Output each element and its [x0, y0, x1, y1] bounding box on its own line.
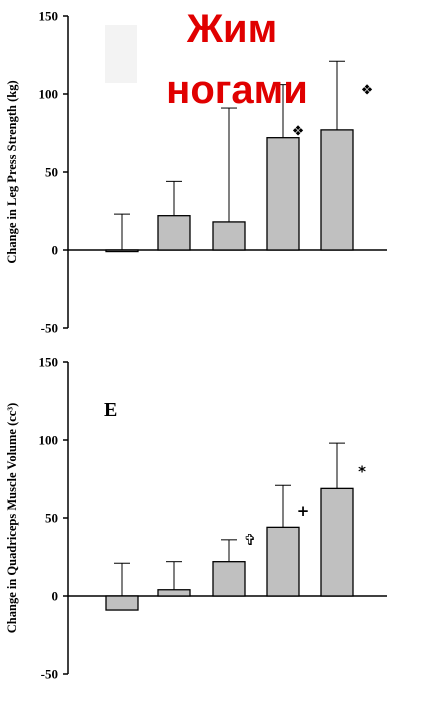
overlay-title-line1: Жим [186, 7, 277, 51]
y-axis-label: Change in Quadriceps Muscle Volume (cc³) [5, 403, 19, 633]
y-tick-label: 150 [39, 355, 59, 370]
bar [266, 526, 300, 597]
y-tick-label: -50 [41, 321, 58, 336]
bar [212, 561, 246, 597]
y-axis-label: Change in Leg Press Strength (kg) [5, 80, 19, 263]
bar [157, 215, 191, 251]
bar [320, 487, 354, 597]
y-tick-label: 50 [45, 511, 58, 526]
y-tick-label: 100 [39, 433, 59, 448]
y-tick-label: 0 [52, 589, 59, 604]
overlay-title-line2: ногами [166, 68, 308, 112]
faint-overlay-box [105, 25, 137, 83]
significance-marker: ❖ [361, 82, 374, 98]
y-tick-label: 150 [39, 9, 59, 24]
bar [212, 221, 246, 251]
y-tick-label: 0 [52, 243, 59, 258]
significance-marker: ✞ [244, 531, 257, 549]
bar [266, 137, 300, 251]
significance-marker: ❖ [292, 124, 305, 140]
y-tick-label: 100 [39, 87, 59, 102]
bar [320, 129, 354, 251]
panel-label: E [104, 399, 117, 421]
significance-marker: + [297, 502, 310, 520]
bar [157, 589, 191, 597]
bar [105, 249, 139, 253]
bar [105, 595, 139, 611]
chart-leg-press: 150 100 50 0 -50 Change in Leg Press Strength… [5, 9, 387, 336]
y-tick-label: 50 [45, 165, 58, 180]
chart-quadriceps-volume: 150 100 50 0 -50 Change in Quadriceps Muscle … [5, 355, 387, 682]
significance-marker: * [358, 463, 366, 481]
y-tick-label: -50 [41, 667, 58, 682]
